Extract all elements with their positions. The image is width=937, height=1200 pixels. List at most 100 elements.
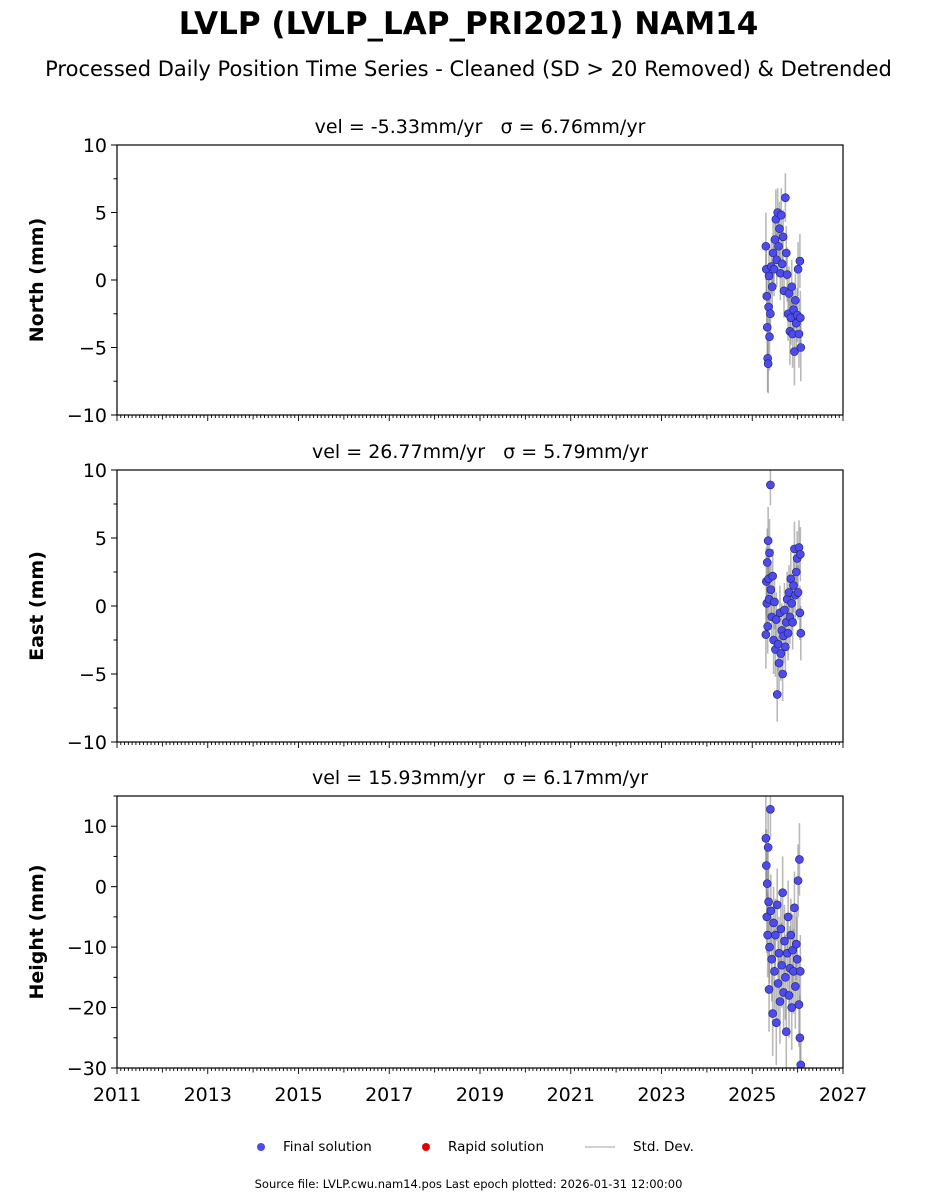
y-tick-label: −10	[67, 732, 107, 754]
final-solution-point	[777, 259, 787, 269]
y-tick-label: −5	[79, 664, 107, 686]
y-tick-label: −5	[79, 338, 107, 360]
final-solution-point	[796, 313, 805, 323]
y-tick-label: 5	[95, 203, 107, 225]
x-tick-label: 2011	[93, 1084, 141, 1106]
final-solution-point	[767, 282, 777, 292]
data-points	[761, 804, 806, 1068]
x-tick-label: 2021	[547, 1084, 595, 1106]
final-solution-point	[794, 1000, 804, 1009]
figure-title: LVLP (LVLP_LAP_PRI2021) NAM14	[178, 6, 759, 42]
final-solution-point	[796, 966, 805, 976]
final-solution-point	[761, 241, 771, 251]
panel-title: vel = -5.33mm/yr σ = 6.76mm/yr	[315, 116, 646, 138]
final-solution-point	[763, 359, 773, 369]
final-solution-point	[775, 997, 785, 1006]
legend-rapid: Rapid solution	[422, 1139, 544, 1155]
final-solution-point	[765, 942, 774, 952]
final-solution-point	[781, 1027, 791, 1037]
final-solution-point	[771, 1018, 781, 1027]
final-solution-point	[763, 930, 772, 940]
final-solution-point	[766, 804, 775, 814]
final-solution-point	[784, 991, 794, 1000]
final-solution-point	[770, 235, 780, 244]
final-solution-point	[781, 193, 790, 202]
final-solution-point	[781, 973, 790, 982]
final-solution-point	[795, 855, 804, 864]
panel-1: −10 −5 0 5 10 vel = -5.33mm/yr σ = 6.76mm/yr N…	[26, 116, 844, 427]
final-solution-point	[776, 924, 786, 934]
final-solution-point	[762, 558, 772, 567]
final-solution-point	[763, 843, 773, 852]
final-solution-point	[762, 912, 772, 922]
final-solution-point	[793, 588, 803, 597]
figure-subtitle: Processed Daily Position Time Series - C…	[45, 57, 892, 81]
final-solution-point	[762, 861, 771, 870]
plot-frame	[116, 144, 844, 416]
final-solution-point	[761, 630, 771, 639]
final-solution-point	[796, 1060, 806, 1068]
final-solution-point	[776, 649, 786, 658]
x-tick-label: 2013	[184, 1084, 232, 1106]
y-tick-label: 0	[95, 270, 107, 292]
final-solution-point	[772, 900, 782, 910]
final-solution-point	[761, 834, 771, 843]
y-tick-label: −20	[67, 998, 107, 1020]
legend-rapid-label: Rapid solution	[448, 1139, 544, 1155]
y-tick-label: −10	[67, 405, 107, 427]
final-solution-point	[770, 966, 779, 976]
final-solution-point	[787, 598, 797, 608]
legend-final: Final solution	[257, 1139, 372, 1155]
y-axis-label: Height (mm)	[26, 864, 48, 999]
final-solution-point	[793, 876, 803, 885]
final-solution-point	[762, 291, 772, 301]
final-solution-point	[791, 295, 800, 305]
final-solution-point	[795, 256, 805, 266]
final-solution-point	[789, 581, 798, 590]
final-solution-point	[763, 536, 773, 546]
final-solution-point	[766, 309, 775, 319]
final-solution-point	[796, 628, 806, 638]
x-tick-label: 2017	[365, 1084, 413, 1106]
final-solution-point	[774, 948, 784, 958]
final-solution-point	[796, 343, 806, 352]
final-solution-point	[781, 248, 791, 258]
legend-std-label: Std. Dev.	[633, 1139, 694, 1155]
y-tick-label: −10	[67, 937, 107, 959]
y-tick-label: 10	[83, 816, 107, 838]
final-solution-point	[766, 585, 776, 594]
final-solution-point	[790, 903, 799, 913]
final-solution-point	[788, 618, 797, 627]
final-solution-point	[768, 1009, 777, 1018]
plot-frame	[116, 469, 844, 743]
final-solution-point	[780, 605, 789, 615]
final-solution-point	[764, 985, 774, 994]
x-tick-label: 2027	[819, 1084, 867, 1106]
y-tick-label: −30	[67, 1058, 107, 1080]
final-solution-point	[786, 930, 796, 940]
final-solution-point	[771, 930, 780, 940]
final-solution-point	[795, 608, 805, 618]
final-solution-point	[764, 897, 773, 907]
x-tick-label: 2019	[456, 1084, 504, 1106]
final-solution-point	[766, 906, 776, 916]
plot-frame	[116, 795, 844, 1069]
legend-std: Std. Dev.	[585, 1139, 694, 1155]
final-solution-point	[796, 550, 805, 559]
final-solution-point	[783, 912, 793, 922]
panel-title: vel = 26.77mm/yr σ = 5.79mm/yr	[312, 441, 648, 463]
final-solution-point	[790, 347, 799, 356]
final-solution-point	[792, 954, 802, 964]
final-solution-point	[773, 979, 783, 988]
y-tick-label: 0	[95, 596, 107, 618]
final-solution-point	[764, 271, 774, 281]
y-tick-label: 5	[95, 528, 107, 550]
panel-3: −30 −20 −10 0 10 2011 2013 2015 2017 2019 2021 2023…	[26, 767, 867, 1106]
final-solution-point	[791, 939, 801, 949]
final-solution-marker-icon	[257, 1143, 265, 1151]
x-tick-label: 2015	[274, 1084, 322, 1106]
final-solution-point	[795, 1033, 805, 1043]
y-tick-label: 10	[83, 460, 107, 482]
final-solution-point	[793, 264, 803, 274]
